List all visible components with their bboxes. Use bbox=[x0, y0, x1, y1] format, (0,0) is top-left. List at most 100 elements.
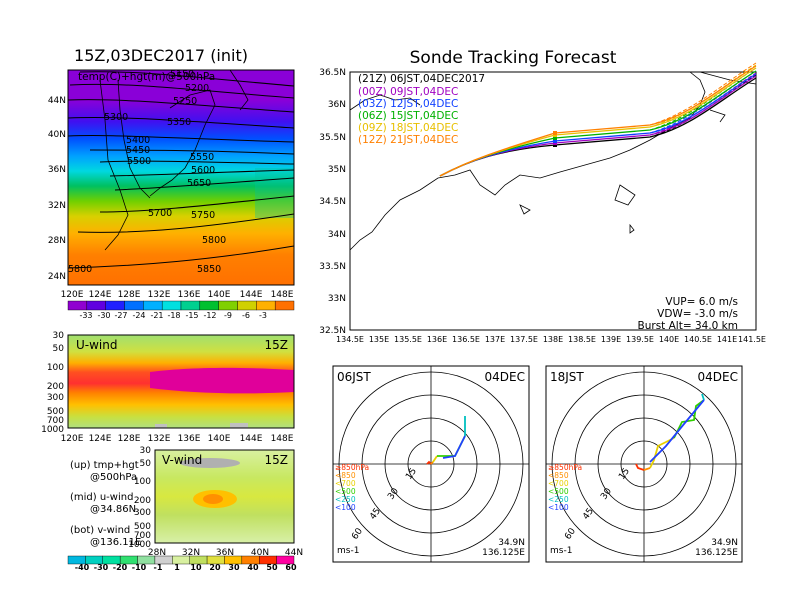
temp-colorbar-swatch bbox=[256, 300, 276, 311]
svg-text:(03Z) 12JST,04DEC: (03Z) 12JST,04DEC bbox=[358, 98, 458, 110]
svg-text:-9: -9 bbox=[224, 311, 232, 320]
svg-text:100: 100 bbox=[134, 477, 151, 487]
svg-text:5200: 5200 bbox=[185, 83, 209, 94]
svg-text:5350: 5350 bbox=[167, 117, 191, 128]
svg-text:136.125E: 136.125E bbox=[695, 548, 738, 558]
svg-text:5650: 5650 bbox=[187, 178, 211, 189]
hodograph-segment bbox=[649, 399, 705, 463]
v-wind-pressure-labels: 30 50 100 200 300 500 700 1000 bbox=[128, 446, 151, 550]
temp-colorbar-swatch bbox=[199, 300, 219, 311]
svg-text:50: 50 bbox=[140, 459, 152, 469]
left-panel-title: 15Z,03DEC2017 (init) bbox=[74, 46, 248, 65]
svg-text:33N: 33N bbox=[328, 294, 346, 304]
svg-text:5800: 5800 bbox=[68, 264, 92, 275]
hodo-right-time: 18JST bbox=[550, 370, 584, 384]
svg-text:132E: 132E bbox=[148, 434, 171, 444]
svg-text:ms-1: ms-1 bbox=[550, 546, 572, 556]
svg-text:144E: 144E bbox=[240, 290, 263, 300]
svg-text:36N: 36N bbox=[216, 548, 234, 558]
svg-text:138.5E: 138.5E bbox=[568, 335, 596, 344]
temp-colorbar-swatch bbox=[274, 300, 295, 311]
svg-text:141.5E: 141.5E bbox=[738, 335, 766, 344]
svg-text:140E: 140E bbox=[659, 335, 679, 344]
svg-text:500: 500 bbox=[47, 407, 64, 417]
svg-text:40N: 40N bbox=[251, 548, 269, 558]
svg-text:5300: 5300 bbox=[104, 112, 128, 123]
svg-text:134.5E: 134.5E bbox=[336, 335, 364, 344]
burst-marker bbox=[553, 139, 557, 143]
svg-text:-20: -20 bbox=[113, 563, 128, 572]
hodograph-segment bbox=[432, 455, 438, 463]
svg-text:128E: 128E bbox=[118, 434, 141, 444]
svg-text:-1: -1 bbox=[154, 563, 163, 572]
svg-text:139.5E: 139.5E bbox=[626, 335, 654, 344]
hodograph-segment bbox=[701, 393, 705, 401]
hodograph-segment bbox=[635, 463, 645, 471]
svg-text:120E: 120E bbox=[61, 290, 84, 300]
u-wind-label: U-wind bbox=[76, 338, 117, 352]
svg-text:44N: 44N bbox=[285, 548, 303, 558]
svg-text:140.5E: 140.5E bbox=[684, 335, 712, 344]
hodograph-segment bbox=[426, 460, 432, 465]
svg-text:148E: 148E bbox=[271, 434, 294, 444]
svg-text:<100: <100 bbox=[335, 503, 356, 512]
track-line-extension bbox=[649, 62, 757, 126]
svg-text:136E: 136E bbox=[427, 335, 447, 344]
svg-text:30: 30 bbox=[228, 563, 240, 572]
hodo-left-time: 06JST bbox=[337, 370, 371, 384]
svg-text:1000: 1000 bbox=[41, 425, 64, 435]
svg-text:1000: 1000 bbox=[128, 540, 151, 550]
track-map-panel: (21Z) 06JST,04DEC2017 (00Z) 09JST,04DEC … bbox=[319, 62, 766, 344]
svg-text:-27: -27 bbox=[114, 311, 127, 320]
svg-text:34N: 34N bbox=[328, 230, 346, 240]
svg-text:5250: 5250 bbox=[173, 96, 197, 107]
svg-text:50: 50 bbox=[266, 563, 278, 572]
svg-text:@34.86N: @34.86N bbox=[90, 504, 136, 515]
svg-text:32.5N: 32.5N bbox=[319, 326, 346, 336]
svg-text:28N: 28N bbox=[148, 548, 166, 558]
svg-text:(12Z) 21JST,04DEC: (12Z) 21JST,04DEC bbox=[358, 134, 458, 146]
temp-map-panel: 5150 5200 5250 5300 5350 5400 5450 5500 … bbox=[48, 69, 295, 300]
wind-colorbar-labels: -40 -30 -20 -10 -1 1 10 20 30 40 50 60 bbox=[75, 563, 297, 572]
svg-text:10: 10 bbox=[190, 563, 202, 572]
svg-text:28N: 28N bbox=[48, 236, 66, 246]
svg-text:5450: 5450 bbox=[126, 145, 150, 156]
svg-text:-3: -3 bbox=[259, 311, 267, 320]
svg-text:60: 60 bbox=[285, 563, 297, 572]
svg-text:-30: -30 bbox=[97, 311, 110, 320]
track-lat-labels: 36.5N 36N 35.5N 35N 34.5N 34N 33.5N 33N … bbox=[319, 68, 346, 336]
v-wind-lat-labels: 28N 32N 36N 40N 44N bbox=[148, 548, 303, 558]
svg-text:<250: <250 bbox=[335, 495, 356, 504]
svg-text:300: 300 bbox=[47, 393, 64, 403]
hodograph-segment bbox=[430, 461, 434, 465]
u-wind-pressure-labels: 30 50 100 200 300 500 700 1000 bbox=[41, 331, 64, 435]
temp-map-lat-labels: 44N 40N 36N 32N 28N 24N bbox=[48, 96, 66, 282]
svg-text:-33: -33 bbox=[79, 311, 92, 320]
contour-labels: 5150 5200 5250 5300 5350 5400 5450 5500 … bbox=[68, 69, 226, 275]
svg-text:-12: -12 bbox=[203, 311, 216, 320]
hodograph-segment bbox=[643, 467, 651, 471]
temp-map-label: temp(C)+hgt(m)@500hPa bbox=[78, 71, 215, 83]
svg-text:-6: -6 bbox=[242, 311, 250, 320]
hodo-left-trace bbox=[426, 416, 466, 465]
svg-text:(06Z) 15JST,04DEC: (06Z) 15JST,04DEC bbox=[358, 110, 458, 122]
svg-text:24N: 24N bbox=[48, 272, 66, 282]
coastline bbox=[99, 69, 249, 251]
svg-text:(00Z) 09JST,04DEC: (00Z) 09JST,04DEC bbox=[358, 86, 458, 98]
burst-marker bbox=[553, 131, 557, 135]
svg-text:≥850hPa: ≥850hPa bbox=[548, 463, 582, 472]
svg-text:ms-1: ms-1 bbox=[337, 546, 359, 556]
svg-text:135.5E: 135.5E bbox=[394, 335, 422, 344]
svg-text:136E: 136E bbox=[178, 434, 201, 444]
hodograph-left: 15 30 45 60 06JST 04DEC ≥850hPa <850 <70… bbox=[332, 365, 530, 563]
track-line bbox=[439, 65, 757, 177]
svg-text:5700: 5700 bbox=[148, 208, 172, 219]
svg-text:144E: 144E bbox=[240, 434, 263, 444]
temp-colorbar-swatch bbox=[124, 300, 144, 311]
track-lon-labels: 134.5E 135E 135.5E 136E 136.5E 137E 137.… bbox=[336, 335, 766, 344]
svg-text:(up) tmp+hgt: (up) tmp+hgt bbox=[70, 460, 139, 471]
svg-text:5750: 5750 bbox=[191, 210, 215, 221]
track-params: VUP= 6.0 m/s VDW= -3.0 m/s Burst Alt= 34… bbox=[638, 296, 738, 332]
svg-text:136.5E: 136.5E bbox=[452, 335, 480, 344]
svg-text:140E: 140E bbox=[208, 290, 231, 300]
